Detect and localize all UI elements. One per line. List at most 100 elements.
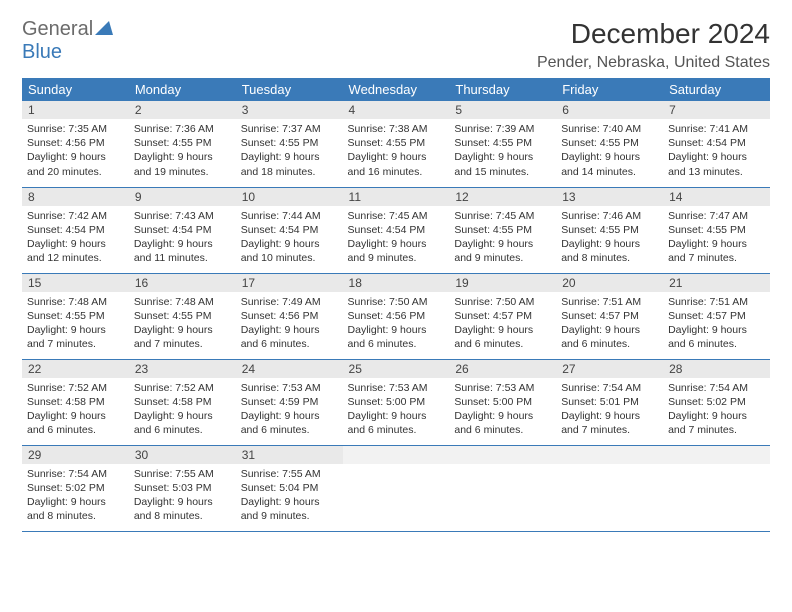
calendar-cell: 24Sunrise: 7:53 AMSunset: 4:59 PMDayligh… [236, 359, 343, 445]
calendar-cell: 9Sunrise: 7:43 AMSunset: 4:54 PMDaylight… [129, 187, 236, 273]
day-details: Sunrise: 7:53 AMSunset: 5:00 PMDaylight:… [343, 378, 450, 440]
day-number: 5 [449, 101, 556, 119]
day-number: 10 [236, 188, 343, 206]
day-details: Sunrise: 7:38 AMSunset: 4:55 PMDaylight:… [343, 119, 450, 181]
day-number: 22 [22, 360, 129, 378]
day-details: Sunrise: 7:45 AMSunset: 4:55 PMDaylight:… [449, 206, 556, 268]
calendar-table: SundayMondayTuesdayWednesdayThursdayFrid… [22, 78, 770, 532]
day-number: 7 [663, 101, 770, 119]
calendar-row: 8Sunrise: 7:42 AMSunset: 4:54 PMDaylight… [22, 187, 770, 273]
weekday-header: Saturday [663, 78, 770, 101]
day-details: Sunrise: 7:37 AMSunset: 4:55 PMDaylight:… [236, 119, 343, 181]
day-details: Sunrise: 7:43 AMSunset: 4:54 PMDaylight:… [129, 206, 236, 268]
day-details: Sunrise: 7:47 AMSunset: 4:55 PMDaylight:… [663, 206, 770, 268]
day-details: Sunrise: 7:55 AMSunset: 5:04 PMDaylight:… [236, 464, 343, 526]
day-number: 29 [22, 446, 129, 464]
day-number: 3 [236, 101, 343, 119]
day-number: 6 [556, 101, 663, 119]
calendar-cell: 29Sunrise: 7:54 AMSunset: 5:02 PMDayligh… [22, 445, 129, 531]
day-number: 26 [449, 360, 556, 378]
day-details: Sunrise: 7:42 AMSunset: 4:54 PMDaylight:… [22, 206, 129, 268]
day-number: 23 [129, 360, 236, 378]
day-details: Sunrise: 7:45 AMSunset: 4:54 PMDaylight:… [343, 206, 450, 268]
day-details: Sunrise: 7:44 AMSunset: 4:54 PMDaylight:… [236, 206, 343, 268]
day-details: Sunrise: 7:54 AMSunset: 5:01 PMDaylight:… [556, 378, 663, 440]
day-number: 31 [236, 446, 343, 464]
weekday-header: Thursday [449, 78, 556, 101]
calendar-cell: 20Sunrise: 7:51 AMSunset: 4:57 PMDayligh… [556, 273, 663, 359]
day-number: 21 [663, 274, 770, 292]
day-details: Sunrise: 7:54 AMSunset: 5:02 PMDaylight:… [22, 464, 129, 526]
day-number: 15 [22, 274, 129, 292]
calendar-cell: 22Sunrise: 7:52 AMSunset: 4:58 PMDayligh… [22, 359, 129, 445]
calendar-cell: 5Sunrise: 7:39 AMSunset: 4:55 PMDaylight… [449, 101, 556, 187]
calendar-cell: 14Sunrise: 7:47 AMSunset: 4:55 PMDayligh… [663, 187, 770, 273]
day-number: 27 [556, 360, 663, 378]
weekday-header: Sunday [22, 78, 129, 101]
calendar-row: 1Sunrise: 7:35 AMSunset: 4:56 PMDaylight… [22, 101, 770, 187]
day-details: Sunrise: 7:52 AMSunset: 4:58 PMDaylight:… [22, 378, 129, 440]
calendar-cell: 6Sunrise: 7:40 AMSunset: 4:55 PMDaylight… [556, 101, 663, 187]
day-details: Sunrise: 7:36 AMSunset: 4:55 PMDaylight:… [129, 119, 236, 181]
calendar-cell: 4Sunrise: 7:38 AMSunset: 4:55 PMDaylight… [343, 101, 450, 187]
calendar-cell: 25Sunrise: 7:53 AMSunset: 5:00 PMDayligh… [343, 359, 450, 445]
location: Pender, Nebraska, United States [537, 54, 770, 72]
page-title: December 2024 [537, 18, 770, 50]
logo-part1: General [22, 18, 93, 40]
day-number: 18 [343, 274, 450, 292]
calendar-cell: 13Sunrise: 7:46 AMSunset: 4:55 PMDayligh… [556, 187, 663, 273]
logo-text: General Blue [22, 18, 113, 64]
day-details: Sunrise: 7:55 AMSunset: 5:03 PMDaylight:… [129, 464, 236, 526]
day-details: Sunrise: 7:50 AMSunset: 4:57 PMDaylight:… [449, 292, 556, 354]
calendar-cell: 7Sunrise: 7:41 AMSunset: 4:54 PMDaylight… [663, 101, 770, 187]
calendar-cell: 11Sunrise: 7:45 AMSunset: 4:54 PMDayligh… [343, 187, 450, 273]
logo-part2: Blue [22, 41, 62, 63]
day-number: 13 [556, 188, 663, 206]
weekday-header: Wednesday [343, 78, 450, 101]
day-number: 12 [449, 188, 556, 206]
header: General Blue December 2024 Pender, Nebra… [22, 18, 770, 72]
day-details: Sunrise: 7:51 AMSunset: 4:57 PMDaylight:… [556, 292, 663, 354]
weekday-header: Tuesday [236, 78, 343, 101]
day-number: 11 [343, 188, 450, 206]
calendar-cell: 3Sunrise: 7:37 AMSunset: 4:55 PMDaylight… [236, 101, 343, 187]
day-details: Sunrise: 7:53 AMSunset: 5:00 PMDaylight:… [449, 378, 556, 440]
day-number: 1 [22, 101, 129, 119]
title-block: December 2024 Pender, Nebraska, United S… [537, 18, 770, 72]
day-number: 14 [663, 188, 770, 206]
calendar-body: 1Sunrise: 7:35 AMSunset: 4:56 PMDaylight… [22, 101, 770, 531]
calendar-header: SundayMondayTuesdayWednesdayThursdayFrid… [22, 78, 770, 101]
day-details: Sunrise: 7:35 AMSunset: 4:56 PMDaylight:… [22, 119, 129, 181]
day-details: Sunrise: 7:50 AMSunset: 4:56 PMDaylight:… [343, 292, 450, 354]
day-number: 17 [236, 274, 343, 292]
calendar-cell: 27Sunrise: 7:54 AMSunset: 5:01 PMDayligh… [556, 359, 663, 445]
day-number: 30 [129, 446, 236, 464]
day-details: Sunrise: 7:41 AMSunset: 4:54 PMDaylight:… [663, 119, 770, 181]
calendar-row: 29Sunrise: 7:54 AMSunset: 5:02 PMDayligh… [22, 445, 770, 531]
weekday-header: Monday [129, 78, 236, 101]
calendar-row: 15Sunrise: 7:48 AMSunset: 4:55 PMDayligh… [22, 273, 770, 359]
day-details: Sunrise: 7:48 AMSunset: 4:55 PMDaylight:… [129, 292, 236, 354]
day-details: Sunrise: 7:46 AMSunset: 4:55 PMDaylight:… [556, 206, 663, 268]
day-details: Sunrise: 7:53 AMSunset: 4:59 PMDaylight:… [236, 378, 343, 440]
calendar-cell: 18Sunrise: 7:50 AMSunset: 4:56 PMDayligh… [343, 273, 450, 359]
calendar-cell: 23Sunrise: 7:52 AMSunset: 4:58 PMDayligh… [129, 359, 236, 445]
day-number: 28 [663, 360, 770, 378]
day-number: 8 [22, 188, 129, 206]
day-details: Sunrise: 7:39 AMSunset: 4:55 PMDaylight:… [449, 119, 556, 181]
calendar-cell: .. [663, 445, 770, 531]
day-details: Sunrise: 7:49 AMSunset: 4:56 PMDaylight:… [236, 292, 343, 354]
calendar-cell: 16Sunrise: 7:48 AMSunset: 4:55 PMDayligh… [129, 273, 236, 359]
calendar-cell: 15Sunrise: 7:48 AMSunset: 4:55 PMDayligh… [22, 273, 129, 359]
calendar-cell: 8Sunrise: 7:42 AMSunset: 4:54 PMDaylight… [22, 187, 129, 273]
calendar-row: 22Sunrise: 7:52 AMSunset: 4:58 PMDayligh… [22, 359, 770, 445]
day-details: Sunrise: 7:52 AMSunset: 4:58 PMDaylight:… [129, 378, 236, 440]
logo: General Blue [22, 18, 113, 64]
day-number: 9 [129, 188, 236, 206]
day-details: Sunrise: 7:51 AMSunset: 4:57 PMDaylight:… [663, 292, 770, 354]
day-details: Sunrise: 7:54 AMSunset: 5:02 PMDaylight:… [663, 378, 770, 440]
day-number: 19 [449, 274, 556, 292]
calendar-cell: 31Sunrise: 7:55 AMSunset: 5:04 PMDayligh… [236, 445, 343, 531]
triangle-icon [95, 21, 113, 35]
day-number: 24 [236, 360, 343, 378]
